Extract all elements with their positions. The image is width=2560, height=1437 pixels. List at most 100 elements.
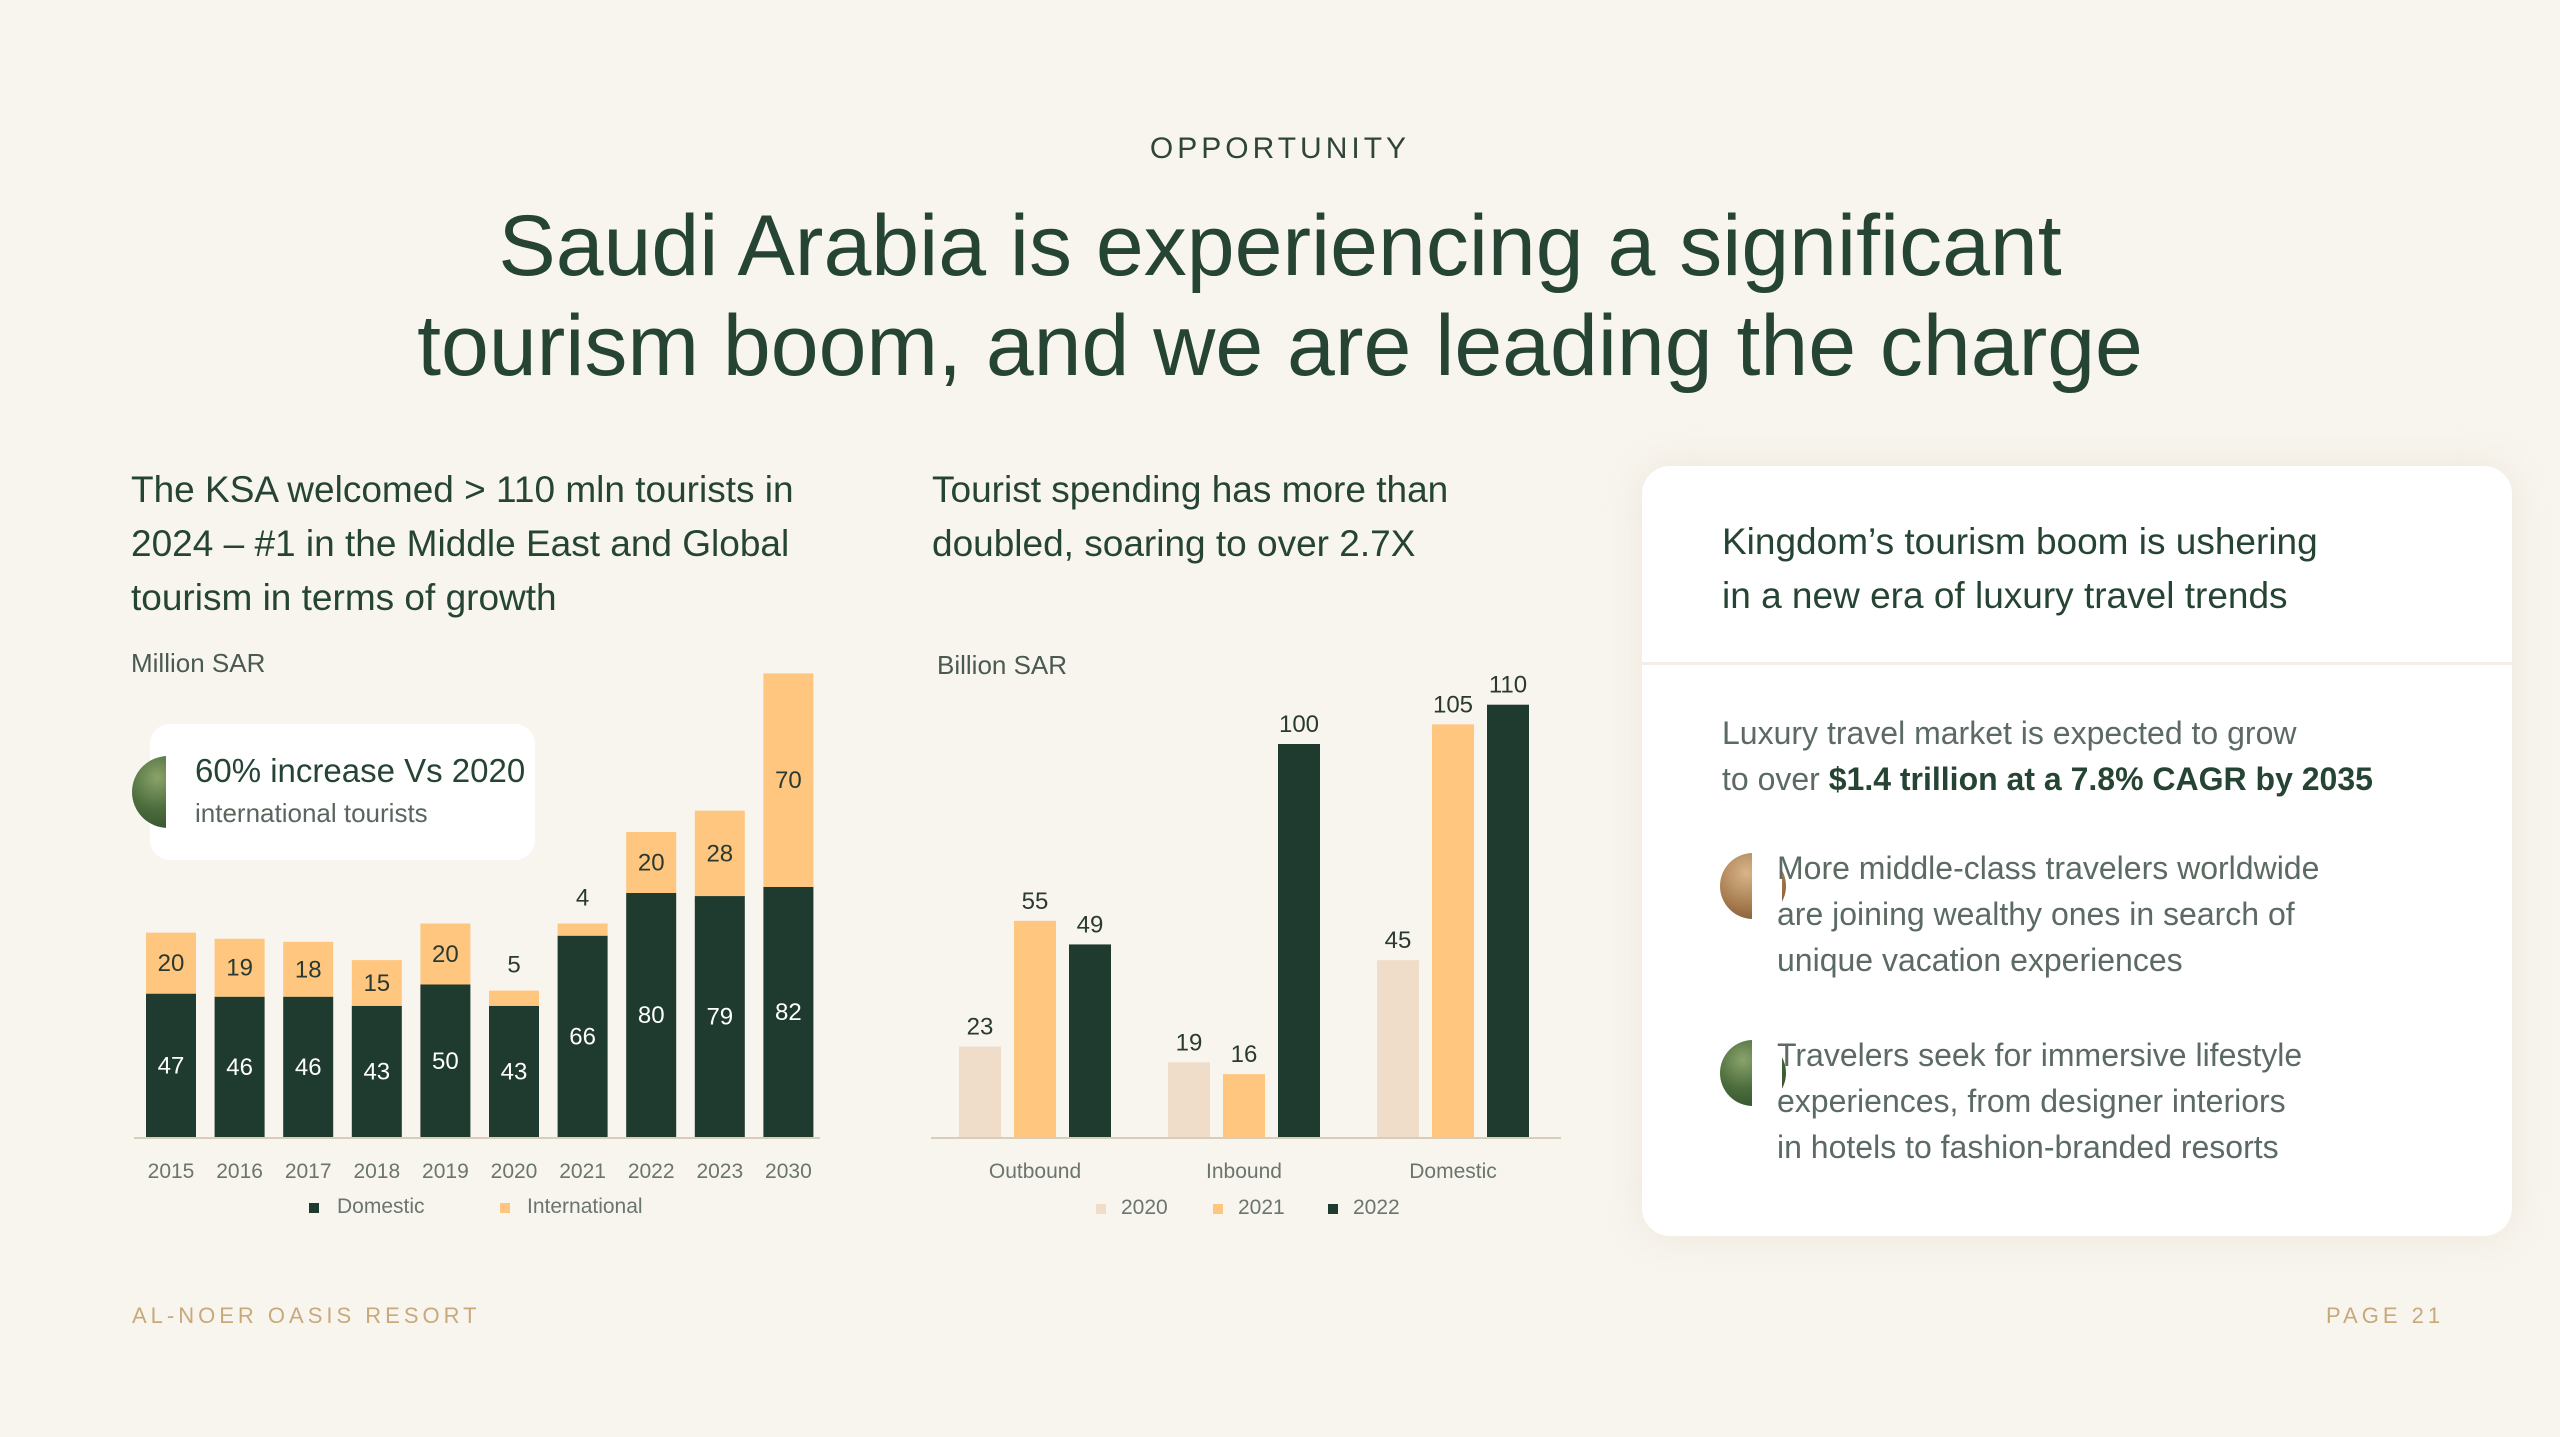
bullet-1-line-3: unique vacation experiences: [1777, 942, 2183, 978]
label-domestic-2017: 46: [295, 1054, 322, 1081]
bar-domestic-2017: [283, 996, 334, 1137]
legend-label-2020: 2020: [1121, 1196, 1168, 1219]
left-unit: Million SAR: [131, 648, 266, 678]
legend-label-international: International: [527, 1195, 643, 1218]
legend-swatch-2020: [1096, 1204, 1106, 1214]
legend-swatch-domestic: [309, 1203, 319, 1213]
x-tick-2018: 2018: [353, 1160, 400, 1183]
bar-domestic-2018: [351, 1005, 402, 1137]
label-outbound-2020: 23: [967, 1014, 994, 1041]
callout-icon-mask: [166, 752, 206, 832]
spending-chart: 23 55 49 Outbound 19 16 100 Inbound 45 105 110 Dome…: [931, 672, 1561, 1219]
bar-inbound-2022: [1278, 744, 1320, 1137]
bar-domestic-2023: [694, 896, 745, 1137]
bullet-1-line-2: are joining wealthy ones in search of: [1777, 896, 2295, 932]
x-tick-2023: 2023: [696, 1160, 743, 1183]
label-domestic-2020: 43: [501, 1058, 528, 1085]
bar-outbound-2020: [959, 1046, 1001, 1137]
legend-swatch-2021: [1213, 1204, 1223, 1214]
legend-swatch-2022: [1328, 1204, 1338, 1214]
luxury-panel: [1642, 466, 2512, 1236]
bar-international-2016: [214, 938, 265, 997]
panel-title-line-2: in a new era of luxury travel trends: [1722, 575, 2288, 616]
label-domestic-2019: 50: [432, 1048, 459, 1075]
panel-title-line-1: Kingdom’s tourism boom is ushering: [1722, 521, 2318, 562]
panel-title: Kingdom’s tourism boom is ushering in a …: [1722, 515, 2318, 623]
label-international-2020: 5: [507, 952, 520, 979]
label-domestic-2030: 82: [775, 999, 802, 1026]
callout-title: 60% increase Vs 2020: [195, 752, 526, 789]
bar-international-2021: [557, 923, 608, 936]
bullet-2-line-1: Travelers seek for immersive lifestyle: [1777, 1037, 2303, 1073]
middle-unit: Billion SAR: [937, 650, 1068, 680]
left-title-line-1: The KSA welcomed > 110 mln tourists in: [131, 469, 794, 510]
label-domestic-2022: 110: [1489, 672, 1527, 699]
label-inbound-2022: 100: [1279, 711, 1319, 738]
bullet-2: Travelers seek for immersive lifestyle e…: [1777, 1032, 2302, 1170]
panel-intro-bold: $1.4 trillion at a 7.8% CAGR by 2035: [1828, 761, 2373, 797]
label-domestic-2016: 46: [226, 1054, 253, 1081]
label-outbound-2022: 49: [1077, 911, 1104, 938]
label-international-2015: 20: [158, 950, 185, 977]
bar-domestic-2016: [214, 996, 265, 1137]
legend-label-2022: 2022: [1353, 1196, 1400, 1219]
bar-domestic-2030: [763, 886, 814, 1137]
label-domestic-2023: 79: [706, 1004, 733, 1031]
label-domestic-2021: 105: [1433, 691, 1473, 718]
headline-line-2: tourism boom, and we are leading the cha…: [417, 298, 2143, 394]
label-inbound-2021: 16: [1231, 1041, 1258, 1068]
label-international-2022: 20: [638, 850, 665, 877]
x-tick-2019: 2019: [422, 1160, 469, 1183]
x-tick-2016: 2016: [216, 1160, 263, 1183]
bar-international-2023: [694, 810, 745, 897]
bar-domestic-2019: [420, 984, 471, 1137]
legend-label-2021: 2021: [1238, 1196, 1285, 1219]
bar-international-2019: [420, 923, 471, 985]
panel-intro-line-2: to over $1.4 trillion at a 7.8% CAGR by …: [1722, 756, 2373, 802]
bar-domestic-2022: [626, 893, 677, 1137]
x-tick-2015: 2015: [148, 1160, 195, 1183]
bar-international-2018: [351, 960, 402, 1006]
bar-international-2015: [146, 932, 196, 994]
label-international-2016: 19: [226, 955, 253, 982]
bar-domestic-2020: [1377, 960, 1419, 1137]
tourists-chart: 47 20 2015 46 19 2016 46 18 2017 43 15 2018 50 20 2019…: [134, 673, 820, 1218]
bullet-2-line-2: experiences, from designer interiors: [1777, 1083, 2286, 1119]
legend-label-domestic: Domestic: [337, 1195, 425, 1218]
middle-title: Tourist spending has more than doubled, …: [932, 463, 1448, 571]
middle-title-line-2: doubled, soaring to over 2.7X: [932, 523, 1416, 564]
footer-brand: AL-NOER OASIS RESORT: [132, 1303, 481, 1328]
x-tick-inbound: Inbound: [1206, 1160, 1282, 1183]
left-title: The KSA welcomed > 110 mln tourists in 2…: [131, 463, 794, 625]
callout-card: [150, 724, 535, 860]
bar-domestic-2021: [1432, 724, 1474, 1137]
label-international-2030: 70: [775, 767, 802, 794]
headline-line-1: Saudi Arabia is experiencing a significa…: [498, 198, 2062, 294]
panel-intro-line-1: Luxury travel market is expected to grow: [1722, 715, 2297, 751]
label-outbound-2021: 55: [1022, 888, 1049, 915]
x-tick-domestic: Domestic: [1409, 1160, 1497, 1183]
label-domestic-2015: 47: [158, 1052, 185, 1079]
bar-outbound-2021: [1014, 920, 1056, 1137]
label-domestic-2021: 66: [569, 1023, 596, 1050]
middle-title-line-1: Tourist spending has more than: [932, 469, 1449, 510]
bar-inbound-2020: [1168, 1062, 1210, 1137]
bar-inbound-2021: [1223, 1074, 1265, 1137]
leaf-icon-mask: [1752, 1038, 1782, 1108]
x-tick-outbound: Outbound: [989, 1160, 1081, 1183]
x-tick-2017: 2017: [285, 1160, 332, 1183]
label-international-2019: 20: [432, 941, 459, 968]
left-title-line-3: tourism in terms of growth: [131, 577, 557, 618]
label-international-2021: 4: [576, 885, 589, 912]
legend-swatch-international: [500, 1203, 510, 1213]
bar-outbound-2022: [1069, 944, 1111, 1137]
bullet-2-line-3: in hotels to fashion-branded resorts: [1777, 1129, 2279, 1165]
left-title-line-2: 2024 – #1 in the Middle East and Global: [131, 523, 790, 564]
bar-international-2022: [626, 832, 677, 893]
x-tick-2022: 2022: [628, 1160, 675, 1183]
bar-domestic-2021: [557, 935, 608, 1137]
bar-international-2030: [763, 673, 814, 887]
sand-icon-mask: [1752, 851, 1782, 921]
panel-intro: Luxury travel market is expected to grow…: [1722, 710, 2373, 802]
page-number: PAGE 21: [2326, 1303, 2445, 1328]
